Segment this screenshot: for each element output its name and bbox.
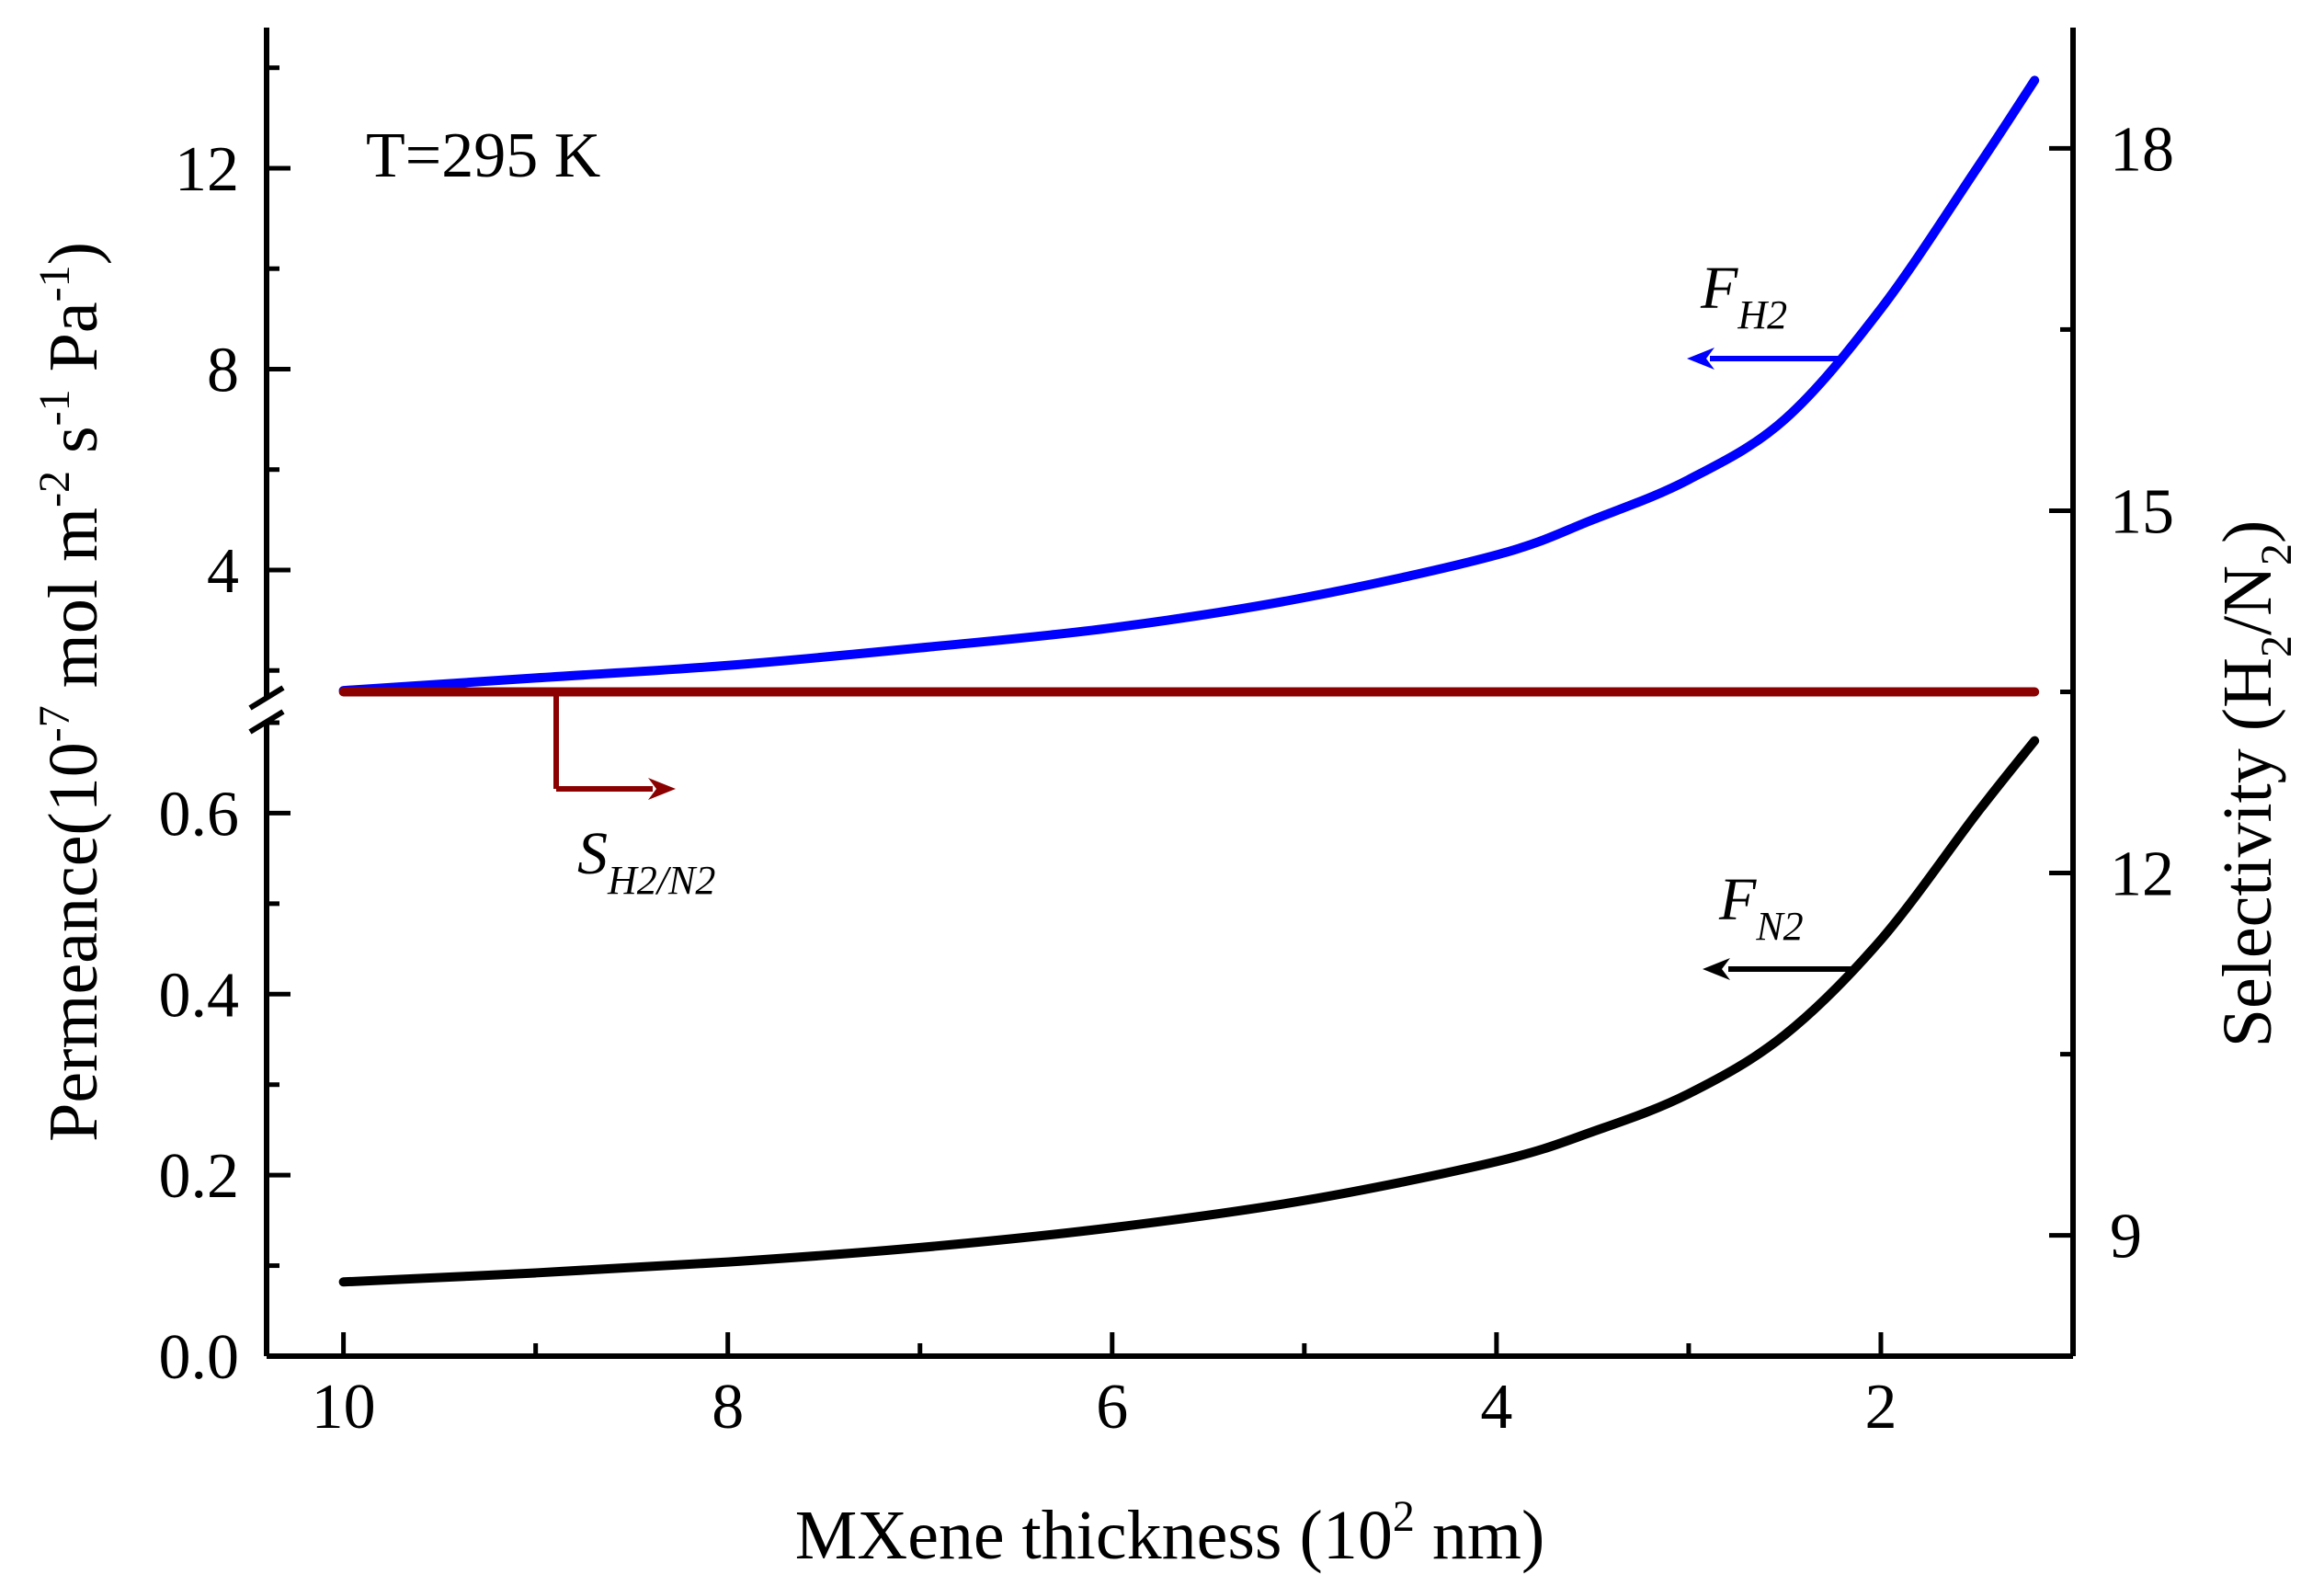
label-s-h2-n2: SH2/N2 [577,820,715,903]
y-right-tick-label: 9 [2110,1202,2142,1272]
y-left-tick-label: 0.4 [159,960,240,1031]
y-right-tick-label: 15 [2110,476,2174,547]
y-right-tick-label: 18 [2110,114,2174,185]
x-tick-label: 8 [712,1372,744,1443]
x-tick-label: 6 [1096,1372,1128,1443]
plot-frame [248,28,2076,1359]
arrow-s-head [648,778,676,800]
series-line [338,736,2040,1287]
x-tick-label: 2 [1864,1372,1897,1443]
y-left-tick-label: 12 [175,134,239,205]
y-left-tick-label: 0.2 [159,1141,240,1212]
label-f-h2: FH2 [1700,255,1787,337]
series-h2 [338,75,2040,696]
arrow-f-h2-head [1687,348,1715,370]
series-line [338,75,2040,696]
arrow-f-n2-head [1703,958,1730,980]
x-tick-label: 4 [1480,1372,1512,1443]
x-tick-label: 10 [312,1372,376,1443]
label-f-n2: FN2 [1718,866,1804,949]
y-right-axis-title: Selectivity (H2/N2) [2209,520,2301,1048]
temperature-label: T=295 K [366,120,600,191]
y-left-axis-title: Permeance(10-7 mol m-2 s-1 Pa-1) [30,242,112,1142]
annotation-layer: T=295 K FH2 FN2 SH2/N2 [366,120,1852,980]
labels-layer: 10 8 6 4 2 0.0 0.2 0.4 0.6 4 8 12 9 12 15 18 MXene thick… [30,114,2301,1574]
series-n2 [338,736,2040,1287]
y-left-tick-label: 0.6 [159,779,240,850]
axis-break-mark [248,685,285,711]
series-layer [338,75,2040,1287]
y-right-tick-label: 12 [2110,839,2174,910]
x-axis-title: MXene thickness (102 nm) [795,1492,1545,1574]
y-left-tick-label: 8 [207,335,239,405]
ticks-layer [267,65,2076,1359]
y-left-tick-label: 4 [207,536,239,607]
y-left-tick-label: 0.0 [159,1322,240,1393]
